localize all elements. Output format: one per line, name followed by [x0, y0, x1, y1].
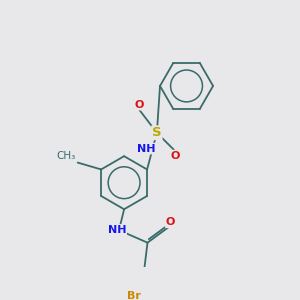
Text: O: O [166, 218, 175, 227]
Text: O: O [134, 100, 144, 110]
Text: Br: Br [127, 291, 140, 300]
Text: S: S [152, 126, 162, 139]
Text: CH₃: CH₃ [57, 151, 76, 161]
Text: NH: NH [108, 225, 126, 235]
Text: NH: NH [137, 144, 156, 154]
Text: O: O [171, 151, 180, 160]
